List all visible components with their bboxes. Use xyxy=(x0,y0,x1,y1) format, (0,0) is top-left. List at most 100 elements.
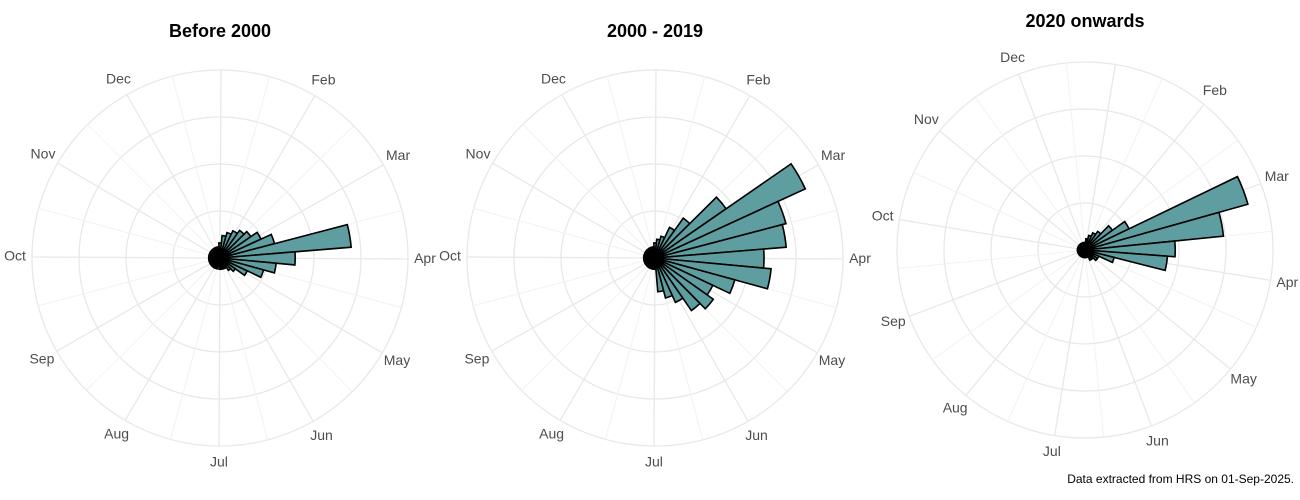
grid-spoke xyxy=(56,257,221,352)
grid-spoke-minor xyxy=(1065,62,1086,251)
grid-spoke-minor xyxy=(219,257,353,392)
month-label-sep: Sep xyxy=(464,350,489,366)
month-label-feb: Feb xyxy=(1203,82,1227,98)
month-label-oct: Oct xyxy=(439,248,461,264)
grid-spoke xyxy=(57,162,221,259)
month-label-oct: Oct xyxy=(872,208,894,224)
grid-spoke-minor xyxy=(169,257,221,440)
grid-spoke xyxy=(219,257,314,422)
grid-spoke xyxy=(1017,73,1086,251)
month-label-nov: Nov xyxy=(31,145,56,161)
grid-spoke xyxy=(124,257,221,421)
month-label-nov: Nov xyxy=(914,111,939,127)
grid-spoke xyxy=(31,256,221,259)
month-label-sep: Sep xyxy=(29,350,54,366)
grid-ring xyxy=(943,108,1227,392)
grid-spoke xyxy=(218,257,221,447)
month-label-mar: Mar xyxy=(821,147,845,163)
grid-spoke xyxy=(654,69,657,259)
grid-spoke xyxy=(219,69,222,259)
polar-bar xyxy=(1084,240,1177,258)
grid-spoke xyxy=(1053,249,1086,436)
grid-spoke xyxy=(908,249,1086,318)
grid-spoke xyxy=(899,218,1086,251)
grid-spoke-minor xyxy=(1084,78,1163,251)
polar-bar xyxy=(654,257,665,293)
polar-chart-before-2000: Before 2000 Feb Mar Apr May Jun Jul Aug Sep Oct No… xyxy=(4,21,436,470)
month-label-jul: Jul xyxy=(645,454,663,470)
grid-spoke-minor xyxy=(1007,249,1086,422)
grid-spoke-minor xyxy=(522,124,656,259)
polar-bar xyxy=(649,246,656,259)
grid-spoke-minor xyxy=(606,76,656,259)
data-source-caption: Data extracted from HRS on 01-Sep-2025. xyxy=(1067,472,1294,486)
month-label-aug: Aug xyxy=(539,426,564,442)
grid-spoke-minor xyxy=(87,124,221,259)
grid-spoke xyxy=(219,257,383,354)
grid-spoke-minor xyxy=(473,257,656,307)
month-label-dec: Dec xyxy=(541,71,566,87)
grid-ring xyxy=(513,116,797,400)
grid-spoke-minor xyxy=(932,249,1086,361)
polar-bar xyxy=(219,223,353,259)
month-label-jun: Jun xyxy=(1146,432,1169,448)
month-label-may: May xyxy=(384,352,410,368)
chart-title: 2020 onwards xyxy=(1025,11,1144,31)
grid-spoke-minor xyxy=(654,76,706,259)
grid-ring xyxy=(990,155,1180,345)
polar-bar xyxy=(654,257,702,312)
month-label-aug: Aug xyxy=(943,399,968,415)
grid-spoke-minor xyxy=(1084,249,1257,328)
grid-spoke xyxy=(561,94,656,259)
grid-spoke-minor xyxy=(219,257,269,440)
chart-title: 2000 - 2019 xyxy=(607,21,703,41)
month-label-apr: Apr xyxy=(849,250,871,266)
grid-spoke-minor xyxy=(38,207,221,259)
month-label-may: May xyxy=(819,352,845,368)
grid-spoke xyxy=(965,249,1086,396)
month-label-feb: Feb xyxy=(311,72,335,88)
grid-spoke-minor xyxy=(604,257,656,440)
month-label-mar: Mar xyxy=(1265,168,1289,184)
polar-bar xyxy=(1084,211,1225,251)
month-label-mar: Mar xyxy=(386,147,410,163)
polar-chart-2020-onwards: 2020 onwards Dec Feb Mar Apr May Jun Jul Aug Sep O… xyxy=(872,11,1299,459)
grid-spoke-minor xyxy=(1084,249,1196,403)
grid-spoke-minor xyxy=(897,249,1086,270)
grid-spoke-minor xyxy=(219,76,271,259)
grid-spoke xyxy=(466,256,656,259)
month-label-aug: Aug xyxy=(104,426,129,442)
grid-spoke-minor xyxy=(473,207,656,259)
grid-spoke xyxy=(653,257,656,447)
grid-ring xyxy=(31,69,409,447)
grid-spoke xyxy=(491,257,656,352)
polar-chart-2000-2019: 2000 - 2019 Feb Mar Apr May Jun Jul Aug Sep Oct No… xyxy=(439,21,871,470)
polar-bar xyxy=(1081,241,1086,251)
month-label-jul: Jul xyxy=(1043,443,1061,459)
polar-bar xyxy=(654,200,787,259)
grid-spoke-minor xyxy=(171,76,221,259)
grid-spoke xyxy=(126,94,221,259)
polar-bar xyxy=(214,246,221,259)
month-label-dec: Dec xyxy=(1000,49,1025,65)
grid-spoke-minor xyxy=(86,257,221,391)
month-label-jun: Jun xyxy=(310,427,333,443)
grid-spoke xyxy=(219,95,316,259)
grid-ring xyxy=(78,116,362,400)
month-label-may: May xyxy=(1230,371,1256,387)
polar-bar xyxy=(654,162,807,259)
month-label-jul: Jul xyxy=(210,454,228,470)
grid-spoke xyxy=(1084,249,1153,427)
polar-bar xyxy=(219,250,297,266)
grid-spoke xyxy=(492,162,656,259)
month-label-apr: Apr xyxy=(414,250,436,266)
month-label-oct: Oct xyxy=(4,248,26,264)
grid-ring xyxy=(896,61,1274,439)
polar-bar xyxy=(1084,175,1249,251)
grid-spoke-minor xyxy=(521,257,656,391)
grid-spoke xyxy=(1084,104,1205,251)
grid-spoke xyxy=(1084,64,1117,251)
grid-spoke xyxy=(1084,249,1231,370)
month-label-sep: Sep xyxy=(881,313,906,329)
